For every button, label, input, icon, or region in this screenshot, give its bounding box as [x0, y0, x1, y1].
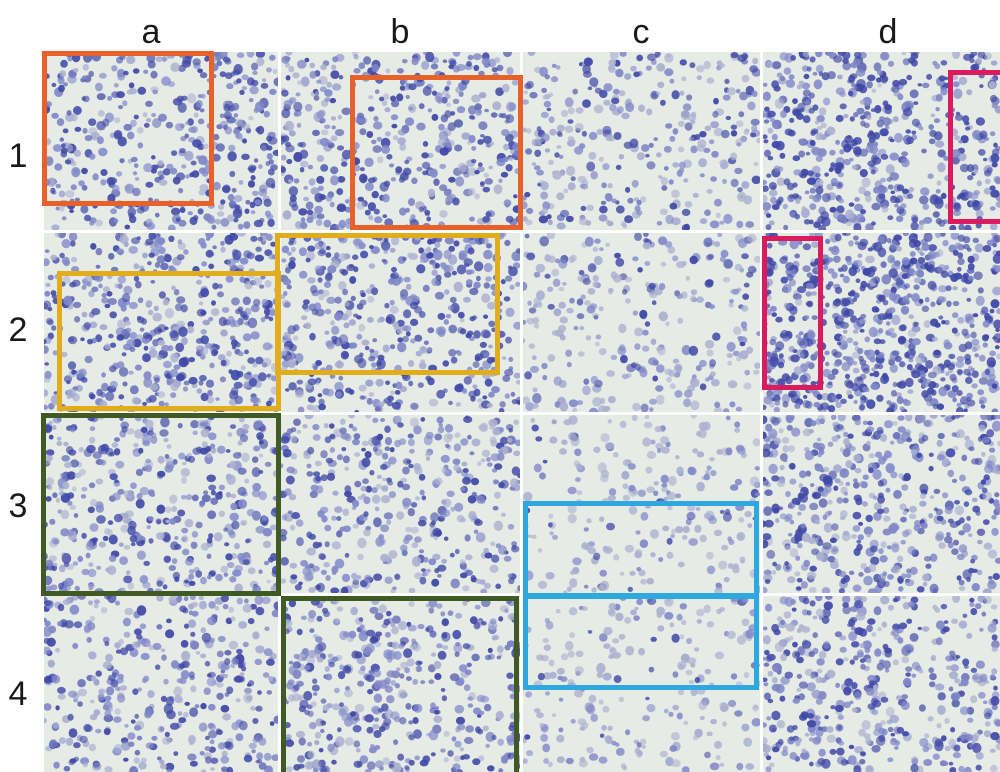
row-label-2: 2	[8, 311, 28, 349]
micrograph-panel-a3	[44, 415, 278, 593]
column-label-b: b	[390, 13, 410, 51]
micrograph-panel-b3	[281, 415, 520, 593]
micrograph-panel-a1	[44, 52, 278, 230]
micrograph-panel-b4	[281, 596, 520, 772]
column-label-a: a	[141, 13, 161, 51]
micrograph-panel-d1	[763, 52, 1000, 230]
micrograph-panel-b1	[281, 52, 520, 230]
micrograph-panel-c3	[523, 415, 760, 593]
micrograph-panel-b2	[281, 233, 520, 412]
micrograph-panel-d4	[763, 596, 1000, 772]
column-label-c: c	[632, 13, 650, 51]
micrograph-panel-d3	[763, 415, 1000, 593]
micrograph-panel-c1	[523, 52, 760, 230]
row-label-4: 4	[8, 675, 28, 713]
column-label-d: d	[878, 13, 898, 51]
micrograph-panel-a2	[44, 233, 278, 412]
row-label-3: 3	[8, 487, 28, 525]
micrograph-panel-c4	[523, 596, 760, 772]
micrograph-panel-c2	[523, 233, 760, 412]
micrograph-panel-d2	[763, 233, 1000, 412]
micrograph-panel-a4	[44, 596, 278, 772]
row-label-1: 1	[8, 137, 28, 175]
